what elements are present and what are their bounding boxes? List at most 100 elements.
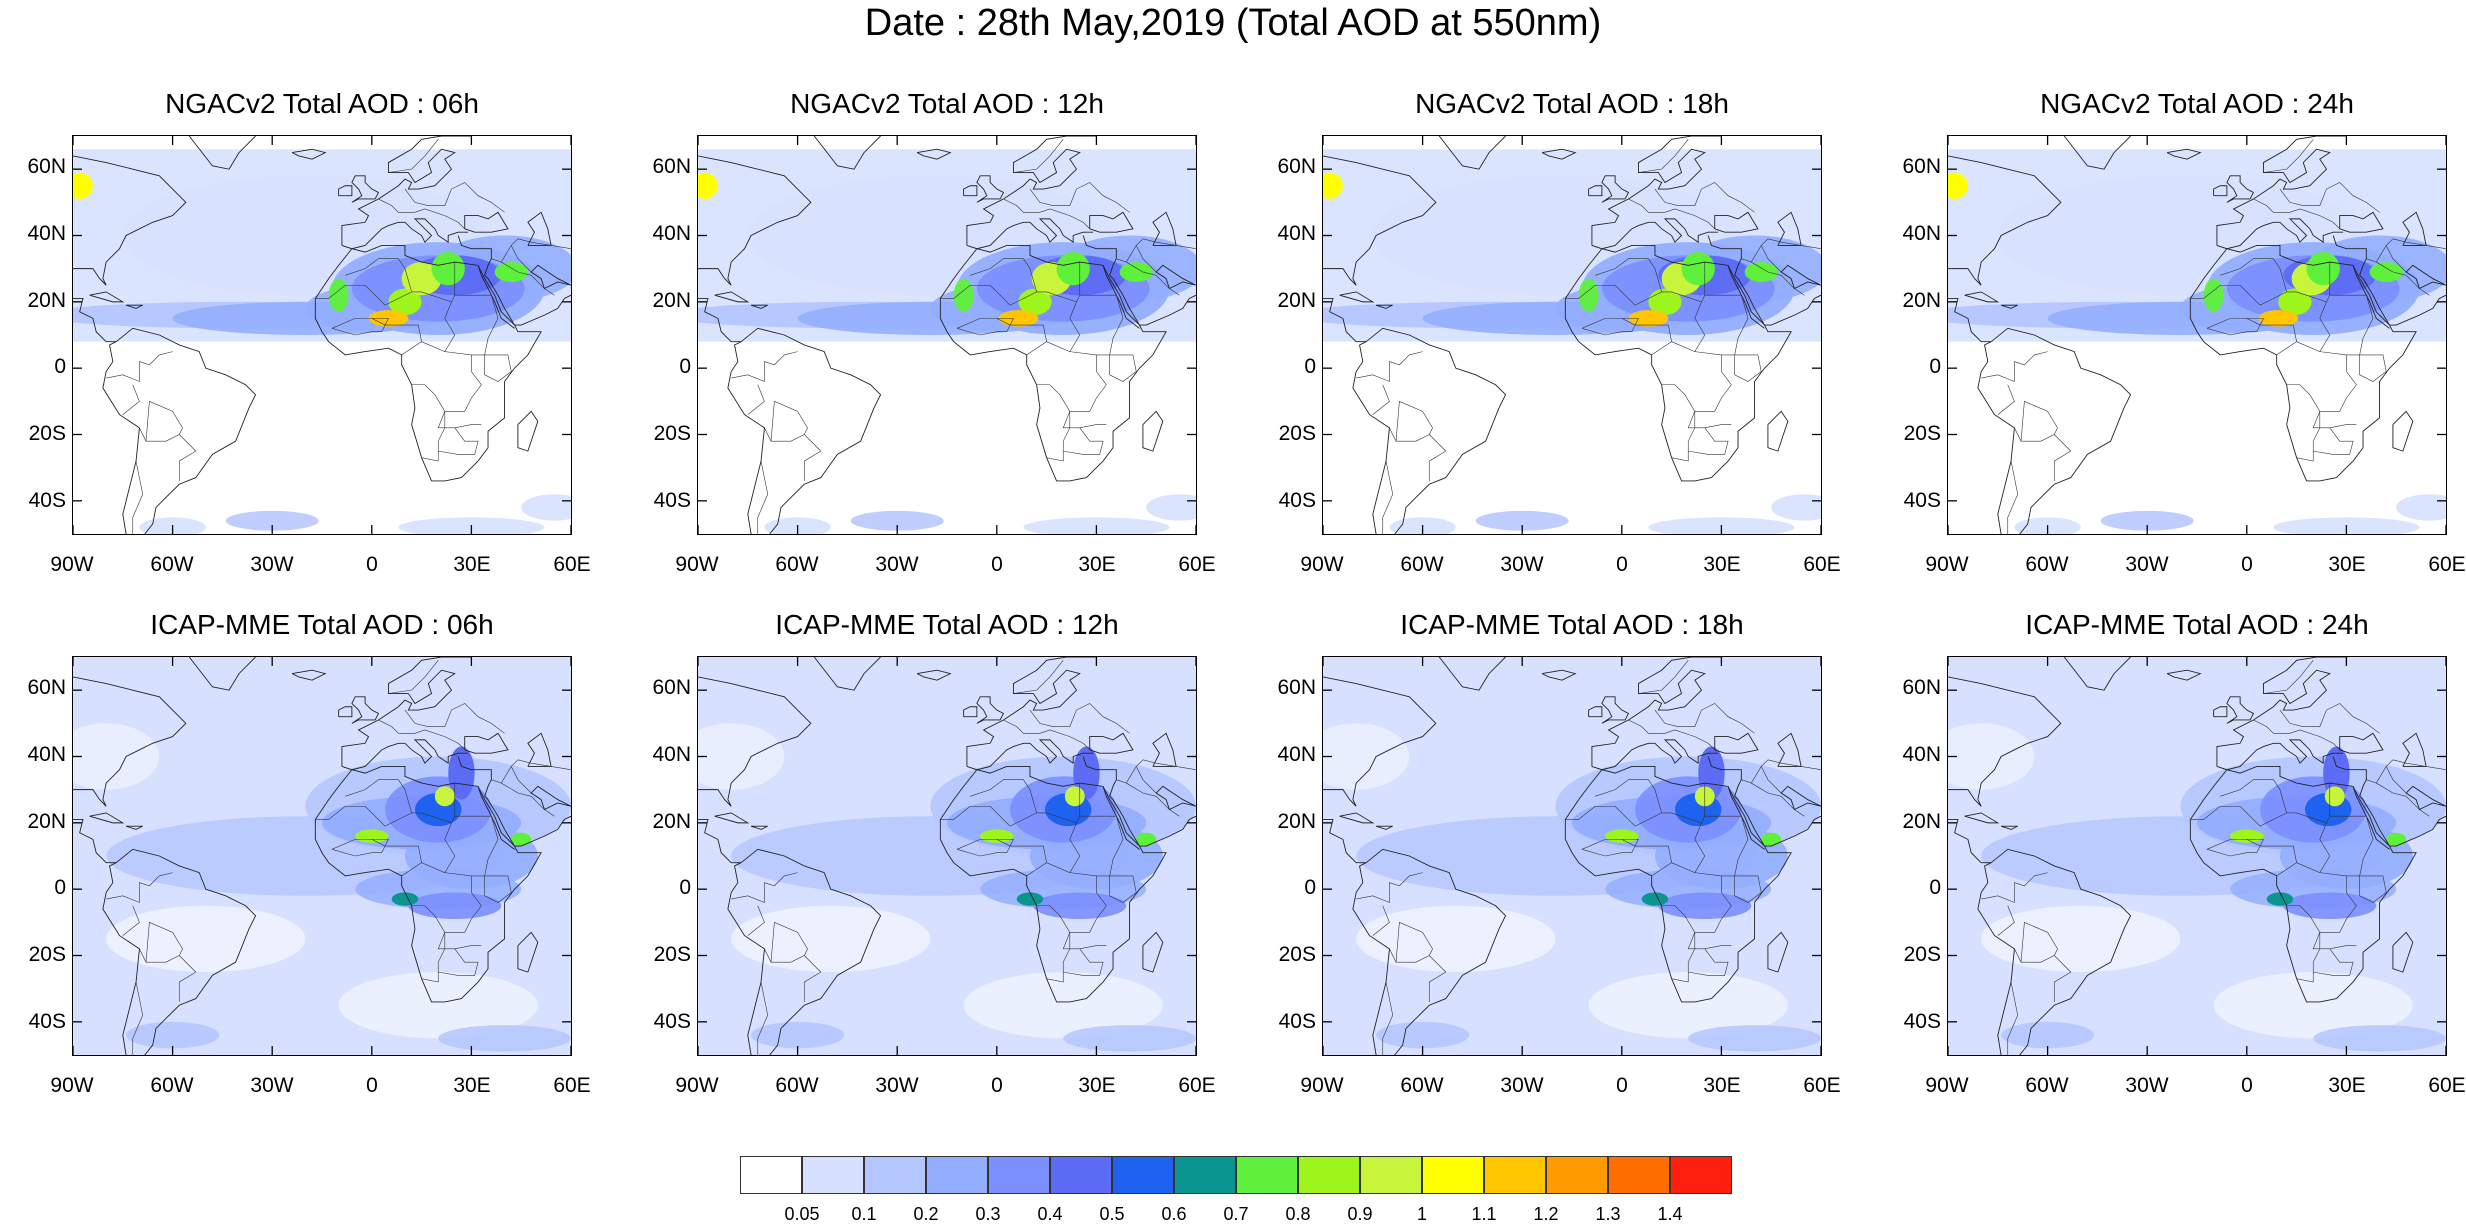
colorbar-label: 0.05 [784, 1204, 820, 1224]
latitude-label: 20N [652, 809, 691, 833]
map-panel: NGACv2 Total AOD : 18h 60N 40N 20N 0 20S 40S 90… [1277, 88, 1840, 576]
map-panel: NGACv2 Total AOD : 06h 60N 40N 20N 0 20S 40S 90… [27, 88, 590, 576]
longitude-label: 60E [1178, 553, 1216, 576]
latitude-label: 0 [1929, 876, 1941, 900]
longitude-label: 60E [553, 553, 591, 576]
panel-title: NGACv2 Total AOD : 12h [790, 88, 1104, 119]
latitude-label: 20S [1278, 422, 1316, 445]
longitude-label: 30W [2125, 1074, 2169, 1097]
longitude-label: 30E [453, 553, 491, 576]
latitude-label: 0 [1304, 355, 1316, 379]
longitude-label: 60E [553, 1074, 591, 1097]
latitude-label: 20N [27, 288, 66, 312]
longitude-label: 30E [2328, 553, 2366, 576]
longitude-label: 0 [1616, 553, 1628, 576]
latitude-label: 40N [1277, 222, 1316, 245]
longitude-label: 30E [2328, 1074, 2366, 1097]
latitude-label: 20N [27, 809, 66, 833]
latitude-label: 40N [1902, 222, 1941, 245]
map-panel: ICAP-MME Total AOD : 12h 60N 40N 20N 0 20S 40S… [652, 609, 1215, 1097]
aod-map [72, 135, 572, 535]
colorbar-swatch [1298, 1156, 1360, 1194]
latitude-label: 20N [1277, 809, 1316, 833]
longitude-label: 30E [453, 1074, 491, 1097]
latitude-label: 20N [1902, 288, 1941, 312]
colorbar-swatch [988, 1156, 1050, 1194]
aod-map [697, 135, 1197, 535]
colorbar-label: 0.3 [975, 1204, 1001, 1224]
colorbar-swatch [802, 1156, 864, 1194]
panel-title: ICAP-MME Total AOD : 24h [2025, 609, 2369, 640]
panel-title: ICAP-MME Total AOD : 12h [775, 609, 1119, 640]
latitude-label: 20S [1903, 422, 1941, 445]
latitude-label: 20N [652, 288, 691, 312]
map-panel: ICAP-MME Total AOD : 06h 60N 40N 20N 0 20S 40S… [27, 609, 590, 1097]
latitude-label: 40N [27, 222, 66, 245]
longitude-label: 60W [150, 553, 194, 576]
latitude-label: 40S [28, 488, 66, 512]
longitude-label: 90W [675, 553, 719, 576]
longitude-label: 30E [1703, 1074, 1741, 1097]
latitude-label: 20S [653, 422, 691, 445]
longitude-label: 0 [366, 553, 378, 576]
longitude-label: 0 [1616, 1074, 1628, 1097]
latitude-label: 20S [28, 422, 66, 445]
latitude-label: 0 [1929, 355, 1941, 379]
latitude-label: 20S [653, 943, 691, 966]
latitude-label: 20N [1277, 288, 1316, 312]
longitude-label: 60W [2025, 1074, 2069, 1097]
longitude-label: 30W [2125, 553, 2169, 576]
longitude-label: 90W [1300, 1074, 1344, 1097]
latitude-label: 60N [1902, 676, 1941, 700]
aod-map [1322, 656, 1822, 1056]
colorbar-label: 0.4 [1037, 1204, 1063, 1224]
aod-map [1322, 135, 1822, 535]
latitude-label: 40S [1903, 488, 1941, 512]
colorbar-swatch [740, 1156, 802, 1194]
latitude-label: 0 [54, 876, 66, 900]
latitude-label: 20S [1278, 943, 1316, 966]
colorbar-swatch [926, 1156, 988, 1194]
colorbar-label: 1.2 [1533, 1204, 1559, 1224]
colorbar-swatch [1360, 1156, 1422, 1194]
panel-title: NGACv2 Total AOD : 18h [1415, 88, 1729, 119]
colorbar-swatch [1608, 1156, 1670, 1194]
map-panel: ICAP-MME Total AOD : 18h 60N 40N 20N 0 20S 40S… [1277, 609, 1840, 1097]
longitude-label: 60E [2428, 1074, 2466, 1097]
longitude-label: 0 [2241, 1074, 2253, 1097]
longitude-label: 60E [1803, 1074, 1841, 1097]
colorbar-swatch [1670, 1156, 1732, 1194]
colorbar-label: 1.3 [1595, 1204, 1621, 1224]
panel-title: ICAP-MME Total AOD : 18h [1400, 609, 1744, 640]
longitude-label: 30E [1703, 553, 1741, 576]
colorbar-swatch [1422, 1156, 1484, 1194]
longitude-label: 90W [1925, 553, 1969, 576]
colorbar-label: 0.7 [1223, 1204, 1249, 1224]
latitude-label: 60N [1277, 155, 1316, 179]
aod-map [697, 656, 1197, 1056]
colorbar-swatch [1050, 1156, 1112, 1194]
colorbar-swatch [864, 1156, 926, 1194]
latitude-label: 40S [1278, 488, 1316, 512]
longitude-label: 30W [875, 1074, 919, 1097]
latitude-label: 20S [1903, 943, 1941, 966]
longitude-label: 0 [991, 1074, 1003, 1097]
map-panel: ICAP-MME Total AOD : 24h 60N 40N 20N 0 20S 40S… [1902, 609, 2465, 1097]
map-panel: NGACv2 Total AOD : 24h 60N 40N 20N 0 20S 40S 90… [1902, 88, 2465, 576]
latitude-label: 40S [653, 488, 691, 512]
longitude-label: 30W [250, 1074, 294, 1097]
latitude-label: 40N [1902, 743, 1941, 766]
longitude-label: 0 [366, 1074, 378, 1097]
latitude-label: 60N [1902, 155, 1941, 179]
longitude-label: 30W [875, 553, 919, 576]
latitude-label: 0 [679, 355, 691, 379]
colorbar-label: 0.6 [1161, 1204, 1187, 1224]
longitude-label: 60W [1400, 1074, 1444, 1097]
longitude-label: 60W [775, 1074, 819, 1097]
latitude-label: 40S [1903, 1009, 1941, 1033]
colorbar-swatch [1174, 1156, 1236, 1194]
latitude-label: 20N [1902, 809, 1941, 833]
map-panel: NGACv2 Total AOD : 12h 60N 40N 20N 0 20S 40S 90… [652, 88, 1215, 576]
colorbar-label: 0.2 [913, 1204, 939, 1224]
longitude-label: 30W [1500, 553, 1544, 576]
